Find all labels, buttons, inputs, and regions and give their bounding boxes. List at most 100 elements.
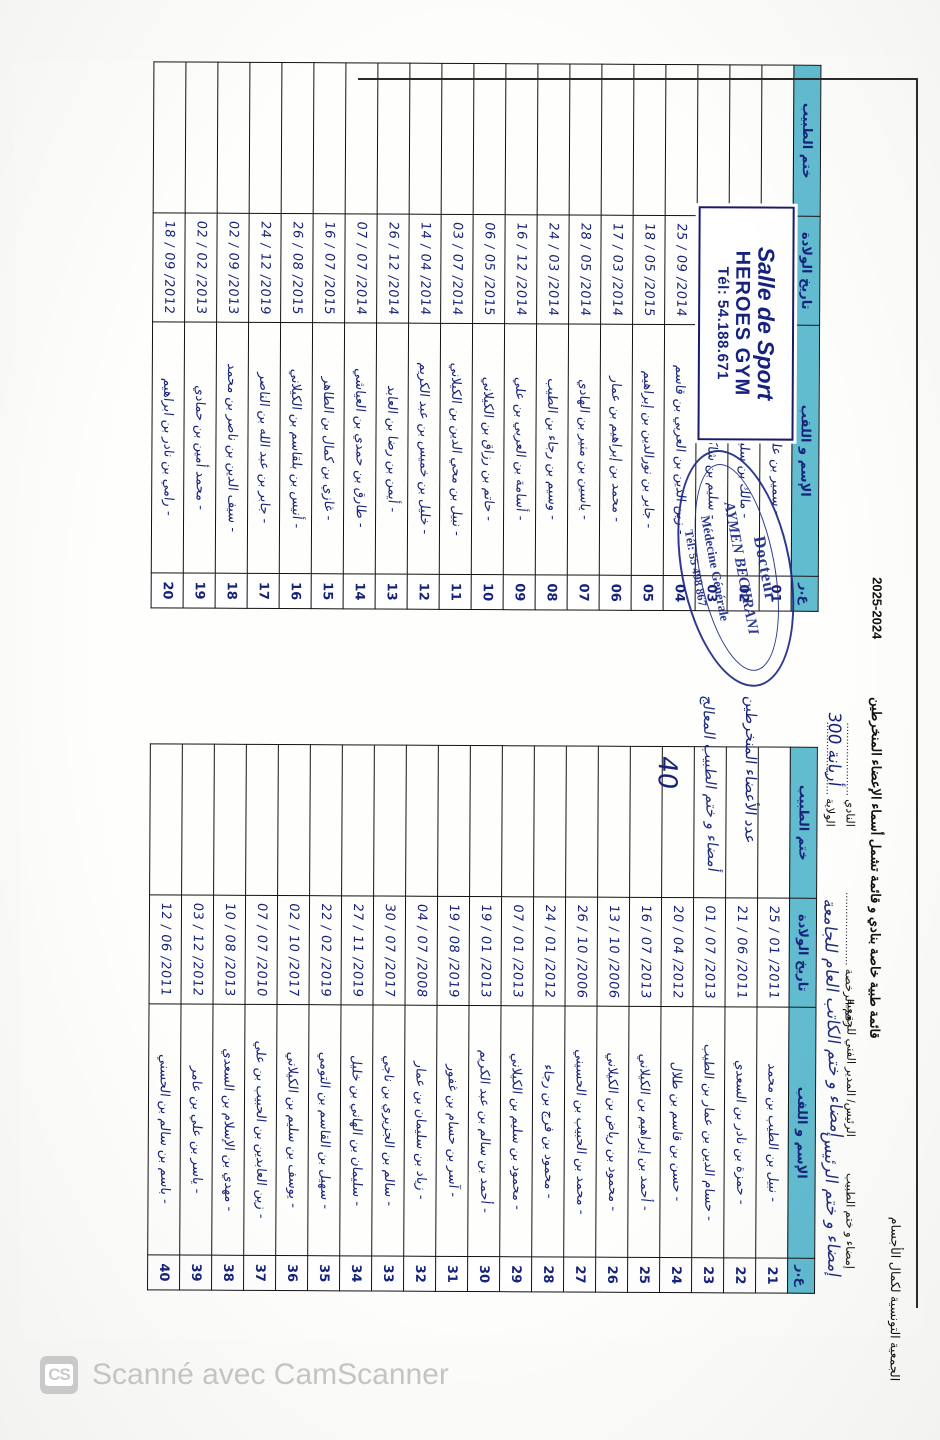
cell-number: 29 — [499, 1256, 532, 1292]
table-row: 24 / 12 /2019- جابر بن عبد الله بن الناص… — [247, 62, 282, 609]
gym-stamp: Salle de Sport HEROES GYM Tél: 54.188.67… — [697, 206, 795, 441]
cell-birthdate: 13 / 10 /2006 — [597, 897, 630, 1007]
cell-signature — [313, 62, 346, 214]
scan-edge-right — [916, 78, 918, 1308]
cell-signature — [185, 62, 218, 214]
table-row: 26 / 10 /2006- محمد بن الحبيب بن الحسيني… — [563, 746, 599, 1293]
gym-stamp-line3: Tél: 54.188.671 — [714, 266, 732, 381]
camscanner-watermark: CS Scanné avec CamScanner — [40, 1356, 449, 1394]
scan-edge-top — [358, 78, 918, 80]
cell-birthdate: 19 / 08 /2019 — [437, 896, 470, 1006]
field-club: النادي ....................... — [843, 722, 856, 828]
cell-number: 36 — [275, 1255, 308, 1291]
cell-signature — [373, 744, 407, 897]
member-count-label: عدد الأعضاء المنخرطين — [741, 695, 761, 845]
table-row: 16 / 12 /2014- أسامة بن العربي بن علي 09 — [503, 63, 538, 610]
cell-name: - باسم بن سالم بن الحسني — [147, 1003, 182, 1255]
cell-name: - محمود بن رياض بن الكيلاني — [595, 1006, 630, 1258]
table-row: 14 / 04 /2014- خليل بن خميس بن عبد الكري… — [407, 63, 442, 610]
cell-birthdate: 07 / 01 /2013 — [501, 896, 534, 1006]
gym-stamp-line1: Salle de Sport — [753, 246, 780, 401]
cell-number: 24 — [659, 1257, 692, 1293]
cell-birthdate: 02 / 02 /2013 — [184, 213, 218, 323]
cell-birthdate: 22 / 02 /2019 — [309, 895, 342, 1005]
cell-name: - خليل بن خميس بن عبد الكريم — [407, 323, 441, 575]
cell-number: 30 — [467, 1256, 500, 1292]
cell-signature — [505, 63, 538, 215]
cell-number: 16 — [279, 573, 312, 609]
table-row: 07 / 01 /2013- محمود بن سليم بن الكيلاني… — [499, 745, 535, 1292]
cell-name: - نبيل بن الطيب بن محمد — [755, 1007, 790, 1259]
table-row: 02 / 10 /2017- يوسف بن سليم بن الكيلاني 3… — [275, 744, 311, 1291]
cell-birthdate: 25 / 01 /2011 — [757, 898, 790, 1008]
cell-name: - سليمان بن الهاني بن خليل — [339, 1004, 374, 1256]
table-row: 19 / 08 /2019- آسر بن حسام بن غفور 31 — [435, 745, 471, 1292]
table-row: 16 / 07 /2013- أحمد بن إبراهيم بن الكيلا… — [627, 746, 663, 1293]
cell-number: 37 — [243, 1255, 276, 1291]
cell-birthdate: 21 / 06 /2011 — [725, 897, 758, 1008]
cell-number: 35 — [307, 1255, 340, 1291]
cell-signature — [437, 745, 471, 897]
cell-number: 10 — [471, 574, 504, 610]
table-row: 24 / 03 /2014- وسيم بن رجاء بن الطيب 08 — [535, 63, 570, 611]
table-row: 07 / 07 /2010- زين العابدين بن الحبيب بن… — [243, 744, 279, 1291]
cell-name: - زين العابدين بن الحبيب بن علي — [243, 1004, 278, 1256]
cell-number: 08 — [535, 574, 568, 611]
cell-birthdate: 01 / 07 /2013 — [693, 897, 726, 1007]
table-row: 12 / 06 /2011- باسم بن سالم بن الحسني 40 — [147, 743, 183, 1290]
cell-signature — [537, 63, 570, 216]
table-row: 10 / 08 /2013- مهدي بن الإسلام بن السعدي… — [211, 744, 247, 1291]
document-body: الجمعية التونسية لكمال الأجسام قائمة طبي… — [27, 53, 914, 1388]
cell-signature — [409, 63, 442, 215]
gym-stamp-line2: HEROES GYM — [730, 250, 754, 397]
secretary-signature-scribble: إمضاء و ختم الرئيس — [819, 1131, 844, 1279]
table-row: 02 / 02 /2013- محمد أمين بن حمادي 19 — [183, 62, 218, 609]
field-president-signature: الرئيس/ المدير الفني للجمعية — [843, 998, 857, 1138]
cell-number: 23 — [691, 1257, 724, 1293]
cell-birthdate: 12 / 06 /2011 — [149, 894, 182, 1004]
cell-number: 13 — [375, 574, 408, 610]
cell-birthdate: 24 / 01 /2012 — [533, 896, 566, 1007]
cell-birthdate: 02 / 09 /2013 — [216, 213, 250, 323]
cell-signature — [345, 62, 378, 215]
cell-signature — [309, 744, 343, 896]
cell-name: - أسامة بن العربي بن علي — [503, 323, 537, 575]
cell-name: - محمود بن سليم بن الكيلاني — [499, 1005, 534, 1257]
cell-signature — [501, 745, 535, 897]
cell-name: - آسر بن حسام بن غفور — [435, 1005, 470, 1257]
doctor-stamp: Docteur AYMEN BECHRANI Médecine Générale… — [659, 440, 813, 697]
cell-number: 19 — [183, 572, 216, 609]
col-signature: ختم الطبيب — [789, 747, 818, 899]
cell-name: - محمود بن فرج بن رجاء — [531, 1005, 566, 1257]
table-row: 22 / 02 /2019- سهيل بن القاسم بن التومي 3… — [307, 744, 343, 1291]
cell-signature — [597, 746, 631, 898]
cell-birthdate: 24 / 03 /2014 — [536, 214, 570, 325]
cell-name: - محمد بن الحبيب بن الحسيني — [563, 1006, 598, 1258]
table-row: 03 / 07 /2014- نبيل بن محي الدين بن الكي… — [439, 63, 474, 610]
cell-signature — [149, 743, 183, 895]
col-birthdate: تاريخ الولادة — [789, 898, 817, 1008]
organisation-title: الجمعية التونسية لكمال الأجسام — [887, 1216, 903, 1382]
cell-number: 09 — [503, 574, 536, 610]
cell-birthdate: 18 / 09 /2012 — [152, 212, 186, 323]
cell-number: 38 — [211, 1255, 244, 1291]
cell-birthdate: 27 / 11 /2019 — [341, 895, 374, 1005]
cell-name: - أحمد بن سالم بن عبد الكريم — [467, 1005, 502, 1257]
table-row: 03 / 12 /2012- ياسر بن علي بن عامر 39 — [179, 743, 215, 1291]
cell-birthdate: 10 / 08 /2013 — [213, 895, 246, 1005]
cell-number: 33 — [371, 1255, 404, 1292]
cell-signature — [341, 744, 375, 896]
cell-number: 39 — [179, 1254, 212, 1291]
cell-signature — [533, 745, 567, 898]
cell-number: 27 — [563, 1256, 596, 1293]
cell-number: 40 — [147, 1254, 180, 1290]
table-row: 19 / 01 /2013- أحمد بن سالم بن عبد الكري… — [467, 745, 503, 1292]
field-doctor-signature: إمضاء و ختم الطبيب — [843, 1172, 856, 1270]
cell-name: - وسيم بن رجاء بن الطيب — [535, 323, 569, 576]
cell-number: 32 — [403, 1256, 436, 1292]
cell-birthdate: 03 / 12 /2012 — [181, 894, 214, 1005]
cell-birthdate: 14 / 04 /2014 — [408, 214, 442, 324]
cell-name: - حسن بن قاسم بن طلال — [659, 1006, 694, 1258]
table-row: 18 / 09 /2012- رامي بن نادر بن ابراهيم 20 — [151, 61, 186, 608]
